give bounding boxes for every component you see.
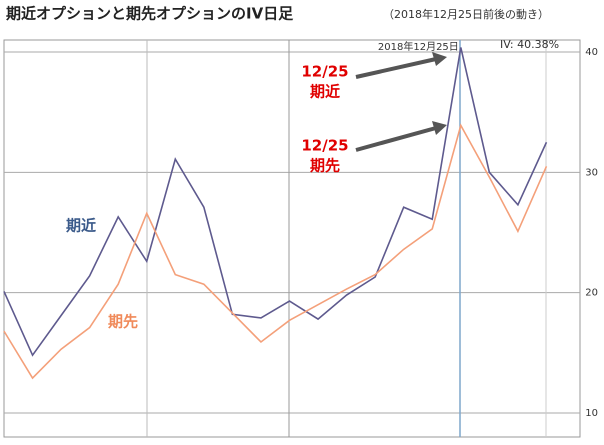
annotation: 期先 [310, 157, 340, 175]
grid [4, 51, 580, 414]
annotation: 12/25 [301, 137, 348, 155]
series-line [3, 123, 548, 380]
series-line [3, 47, 548, 357]
chart-subtitle: （2018年12月25日前後の動き） [383, 7, 549, 21]
iv-label: IV: 40.38% [500, 38, 559, 51]
plot-frame [3, 39, 581, 438]
arrow [355, 57, 437, 79]
annotation: 12/25 [301, 63, 348, 81]
arrow-head [432, 52, 447, 66]
series-label: 期近 [66, 217, 96, 235]
y-tick-label: 20 [585, 288, 598, 299]
y-tick-label: 40 [585, 47, 598, 58]
annotation: 期近 [310, 83, 340, 101]
x-category-label: 2018年12月25日 [378, 40, 459, 53]
arrow-head [432, 121, 447, 135]
y-tick-label: 30 [585, 167, 598, 178]
arrow [355, 126, 437, 152]
y-tick-label: 10 [585, 408, 598, 419]
series-label: 期先 [108, 313, 138, 331]
chart-title: 期近オプションと期先オプションのIV日足 [6, 5, 294, 23]
